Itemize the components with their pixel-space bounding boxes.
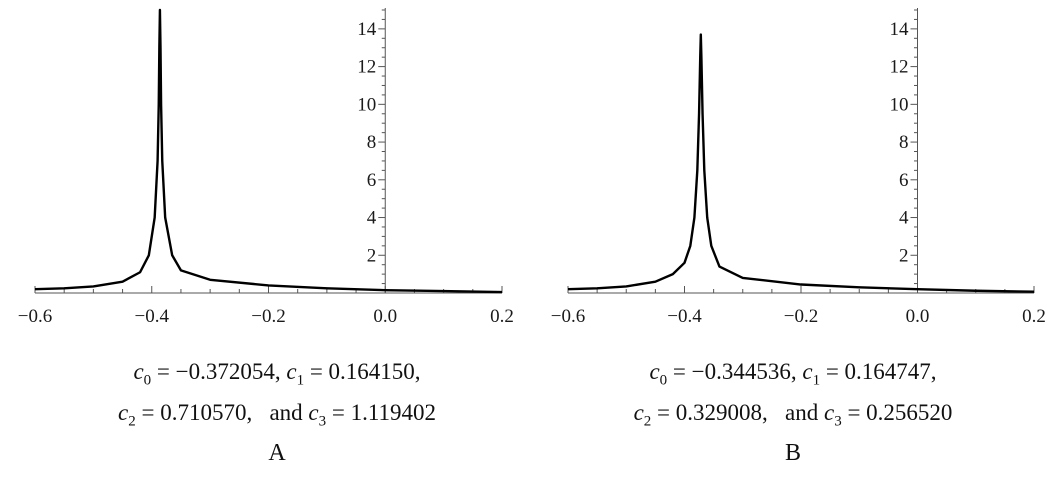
panel-a-parameters: c0 = −0.372054, c1 = 0.164150, c2 = 0.71… [17, 356, 537, 437]
panel-a-y-tick-label: 6 [367, 170, 377, 191]
panel-b-x-tick-label: −0.2 [784, 306, 818, 327]
panel-b-y-tick-label: 8 [899, 132, 909, 153]
panel-a-x-tick-label: 0.2 [490, 306, 514, 327]
panel-a-y-tick-label: 10 [357, 94, 376, 115]
panel-a-y-tick-label: 4 [367, 208, 377, 229]
panel-b-y-tick-label: 6 [899, 170, 909, 191]
panel-a-letter: A [268, 440, 286, 466]
panel-b-x-tick-label: 0.2 [1022, 306, 1046, 327]
panel-a-x-tick-label: −0.4 [135, 306, 170, 327]
panel-a-x-tick-label: 0.0 [373, 306, 397, 327]
panel-a-plot: −0.6 −0.4 −0.2 0.0 0.2 2 4 6 8 10 12 14 [18, 8, 514, 327]
panel-b-plot: −0.6 −0.4 −0.2 0.0 0.2 2 4 6 8 10 12 14 [551, 8, 1046, 327]
panel-b-parameters-line-1: c0 = −0.344536, c1 = 0.164747, [649, 359, 937, 389]
panel-b-series-line [567, 33, 1035, 293]
panel-a-x-tick-label: −0.6 [18, 306, 52, 327]
panel-b-y-tick-label: 4 [899, 208, 909, 229]
panel-b-x-tick-label: −0.6 [551, 306, 585, 327]
panel-a-y-tick-label: 2 [367, 245, 377, 266]
panel-b-parameters: c0 = −0.344536, c1 = 0.164747, c2 = 0.32… [533, 356, 1053, 437]
panel-b-y-tick-label: 14 [890, 19, 910, 40]
panel-b-y-tick-label: 2 [899, 245, 909, 266]
panel-a-parameters-line-1: c0 = −0.372054, c1 = 0.164150, [133, 359, 421, 389]
panel-b-parameters-line-2: c2 = 0.329008, and c3 = 0.256520 [633, 399, 953, 430]
panel-a-y-tick-label: 14 [357, 19, 377, 40]
panel-a-series-line [34, 8, 503, 294]
panel-a-y-tick-label: 12 [357, 57, 376, 78]
panel-b-letter: B [784, 440, 801, 466]
panel-b-y-tick-label: 12 [890, 57, 909, 78]
panel-b-x-tick-label: 0.0 [906, 306, 930, 327]
panel-b-y-tick-label: 10 [890, 94, 909, 115]
panel-b-x-tick-label: −0.4 [667, 306, 702, 327]
panel-a-parameters-line-2: c2 = 0.710570, and c3 = 1.119402 [118, 399, 436, 430]
panel-a-x-tick-label: −0.2 [251, 306, 285, 327]
panel-a-y-tick-label: 8 [367, 132, 377, 153]
